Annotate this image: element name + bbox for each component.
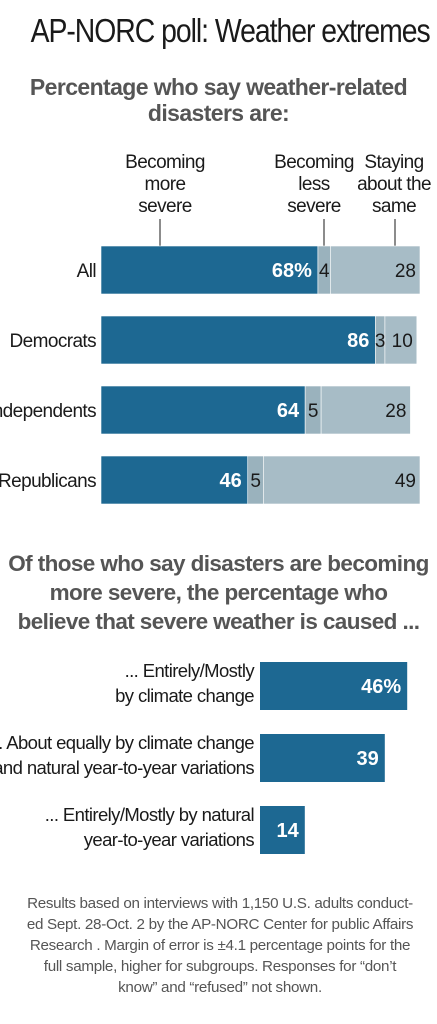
footnote-line: Research . Margin of error is ±4.1 perce…: [29, 937, 411, 954]
legend-label-0: severe: [138, 196, 191, 217]
category-label: Republicans: [0, 471, 96, 492]
bar-value-label: 46: [219, 470, 241, 492]
footnote-line: full sample, higher for subgroups. Respo…: [43, 958, 397, 975]
bar-value-label: 64: [277, 400, 300, 422]
category-label: Independents: [0, 401, 96, 422]
category-label: by climate change: [115, 685, 254, 706]
bar-value-label: 28: [385, 401, 406, 422]
bar-segment-2: [263, 455, 421, 505]
chart2-title-line: more severe, the percentage who: [49, 580, 388, 605]
bar-segment-2: [330, 245, 421, 295]
category-label: Democrats: [10, 331, 97, 352]
category-label: and natural year-to-year variations: [0, 757, 254, 778]
chart2-title-line: believe that severe weather is caused ..…: [17, 609, 420, 634]
legend-label-0: Becoming: [125, 152, 205, 173]
bar-value-label: 49: [395, 471, 416, 492]
bar-value-label: 28: [395, 261, 416, 282]
bar-value-label: 5: [308, 401, 319, 422]
chart1-title: Percentage who say weather-related disas…: [0, 74, 437, 126]
bar-value-label: 39: [357, 748, 379, 770]
legend-label-2: Staying: [364, 152, 423, 173]
category-label: ... About equally by climate change: [0, 732, 254, 753]
legend-label-1: severe: [287, 196, 340, 217]
category-label: All: [77, 261, 96, 282]
bar: [260, 734, 385, 782]
legend-label-1: less: [298, 174, 329, 195]
bar-value-label: 14: [277, 820, 300, 842]
legend-label-1: Becoming: [274, 152, 354, 173]
bar-segment-0: [100, 315, 376, 365]
footnote-line: ed Sept. 28-Oct. 2 by the AP-NORC Center…: [26, 916, 414, 933]
bar-segment-0: [100, 455, 249, 505]
chart2-title-line: Of those who say disasters are becoming: [8, 551, 429, 576]
bar-value-label: 3: [375, 331, 386, 352]
bar-value-label: 4: [319, 261, 330, 282]
footnote-line: Results based on interviews with 1,150 U…: [27, 895, 413, 912]
bar-value-label: 46%: [361, 676, 401, 698]
footnote: Results based on interviews with 1,150 U…: [8, 893, 432, 998]
bar-segment-2: [320, 385, 411, 435]
chart1-title-line: disasters are:: [147, 100, 290, 126]
chart1-title-line: Percentage who say weather-related: [29, 74, 408, 100]
legend-label-2: same: [372, 196, 416, 217]
bar-value-label: 10: [392, 331, 413, 352]
bar: [260, 806, 305, 854]
category-label: ... Entirely/Mostly by natural: [45, 804, 254, 825]
bar-segment-2: [384, 315, 418, 365]
legend-label-0: more: [145, 174, 186, 195]
bar-value-label: 86: [347, 330, 369, 352]
bar: [260, 662, 408, 710]
chart2-title: Of those who say disasters are becoming …: [0, 549, 437, 636]
category-label: ... Entirely/Mostly: [125, 660, 256, 681]
footnote-line: know” and “refused” not shown.: [118, 979, 322, 996]
legend-label-2: about the: [357, 174, 431, 195]
bar-value-label: 5: [250, 471, 261, 492]
bar-segment-0: [100, 385, 306, 435]
category-label: year-to-year variations: [84, 829, 255, 850]
page-title: AP-NORC poll: Weather extremes: [30, 12, 431, 49]
bar-value-label: 68%: [272, 260, 312, 282]
